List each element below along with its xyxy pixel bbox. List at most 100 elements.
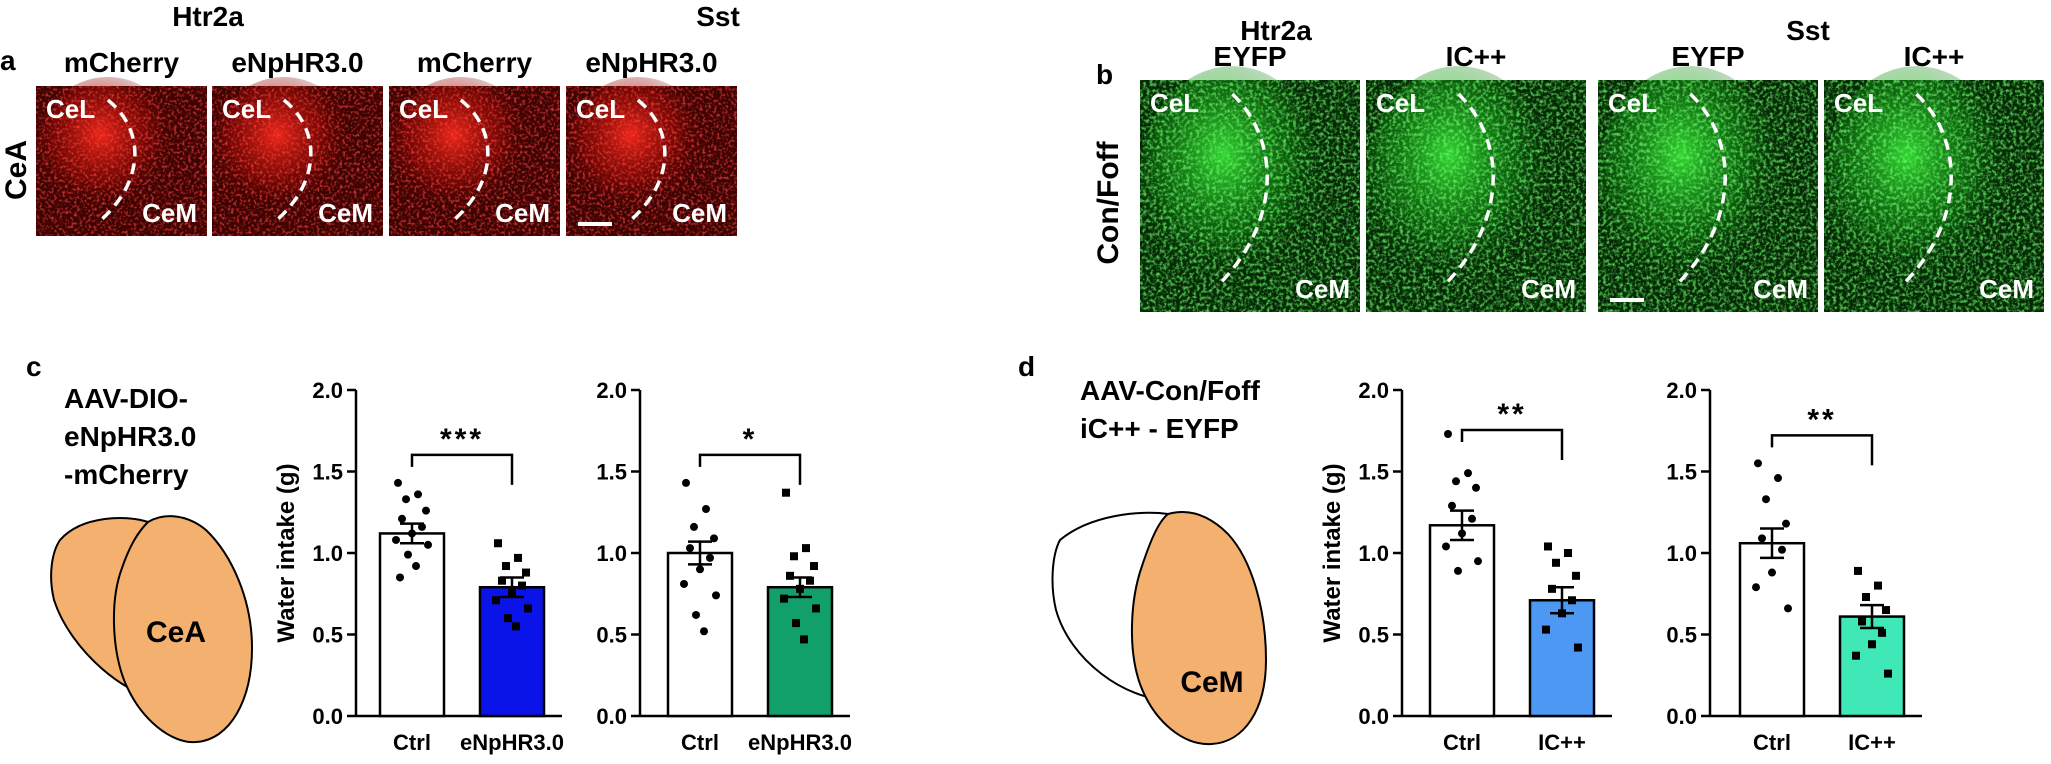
chart-2-point-1	[682, 478, 690, 487]
chart-4-bar-2	[1838, 615, 1906, 718]
chart-4-point-2	[1852, 651, 1860, 660]
panel-c-chart-htr2a: 0.0 0.5 1.0 1.5 2.0 Water intake (g) Ctrl eNpHR…	[273, 378, 564, 755]
panel-a-image-2-label-cem: CeM	[318, 198, 373, 228]
chart-2-bar-2	[766, 585, 834, 718]
panel-letter-a: a	[0, 45, 16, 76]
chart-1-category-label-2: eNpHR3.0	[460, 730, 564, 755]
panel-b-image-3-boundary-line	[1675, 92, 1727, 286]
chart-3-significance-bracket	[1460, 428, 1564, 460]
chart-2-point-1	[680, 579, 688, 588]
chart-1-point-1	[404, 550, 412, 559]
chart-2-point-2	[782, 488, 790, 497]
chart-1-point-2	[512, 622, 520, 631]
panel-c-chart-sst: 0.0 0.5 1.0 1.5 2.0 Ctrl eNpHR3.0 *	[596, 378, 852, 755]
panel-a-image-3-label-cem: CeM	[495, 198, 550, 228]
chart-4-point-1	[1758, 534, 1766, 543]
chart-1-y-tick-label: 1.5	[312, 460, 343, 485]
chart-1-bar-2	[478, 585, 546, 718]
chart-2-point-2	[780, 594, 788, 603]
chart-4-y-tick-label: 0.0	[1666, 704, 1697, 729]
chart-3-category-label-1: Ctrl	[1443, 730, 1481, 755]
chart-3-y-tick-label: 2.0	[1358, 378, 1389, 403]
chart-2-y-tick-label: 1.5	[596, 460, 627, 485]
chart-4-y-tick-label: 1.0	[1666, 541, 1697, 566]
chart-2-point-1	[690, 522, 698, 531]
chart-4-point-1	[1762, 495, 1770, 504]
panel-a-image-4-label-cel: CeL	[576, 94, 625, 124]
chart-4-point-1	[1774, 474, 1782, 483]
panel-b-image-3-scale-bar	[1610, 298, 1644, 302]
panel-a-row-label: CeA	[0, 140, 33, 200]
chart-4-point-2	[1862, 593, 1870, 602]
chart-1-point-2	[522, 568, 530, 577]
panel-b-image-4-column-label: IC++	[1904, 41, 1965, 72]
panel-a-image-1-column-label: mCherry	[64, 47, 180, 78]
chart-3-point-1	[1458, 529, 1466, 538]
chart-3-category-label-2: IC++	[1538, 730, 1586, 755]
chart-2-point-1	[686, 544, 694, 553]
chart-4-point-1	[1752, 583, 1760, 592]
chart-3-point-2	[1552, 558, 1560, 567]
chart-3-point-2	[1564, 549, 1572, 557]
panel-a-image-4-scale-bar	[578, 222, 612, 226]
panel-a-image-4-texture	[566, 86, 737, 236]
chart-1-point-2	[508, 588, 516, 597]
chart-1-significance-bracket	[410, 453, 514, 485]
chart-4-point-2	[1884, 669, 1892, 678]
chart-1-y-tick-label: 2.0	[312, 378, 343, 403]
panel-a-image-3-texture	[389, 86, 560, 236]
panel-a-image-2-label-cel: CeL	[222, 94, 271, 124]
chart-1-point-2	[494, 539, 502, 548]
chart-2-point-2	[802, 544, 810, 553]
chart-3-point-2	[1574, 643, 1582, 652]
panel-d-chart-htr2a: 0.0 0.5 1.0 1.5 2.0 Water intake (g) Ctrl IC++ *…	[1319, 378, 1612, 755]
chart-3-y-tick-label: 1.0	[1358, 541, 1389, 566]
panel-a-image-1-label-cel: CeL	[46, 94, 95, 124]
chart-1-point-1	[422, 506, 430, 515]
chart-2-point-2	[810, 562, 818, 571]
chart-3-point-1	[1472, 483, 1480, 492]
panel-b-group-label-htr2a: Htr2a	[1240, 15, 1312, 46]
chart-2-point-2	[792, 619, 800, 628]
chart-1-point-2	[504, 614, 512, 623]
chart-3-point-1	[1454, 566, 1462, 575]
chart-1-y-tick-label: 0.0	[312, 704, 343, 729]
chart-1-point-2	[518, 581, 526, 590]
panel-a-image-4-label-cem: CeM	[672, 198, 727, 228]
chart-4-category-label-2: IC++	[1848, 730, 1896, 755]
panel-b-image-1-texture	[1140, 80, 1360, 312]
panel-a-image-3-label-cel: CeL	[399, 94, 448, 124]
chart-3-bar-2	[1528, 599, 1596, 718]
chart-2-y-tick-label: 0.0	[596, 704, 627, 729]
panel-d-cem-schematic: CeM	[1051, 511, 1268, 746]
panel-b-image-3-texture	[1598, 80, 1818, 312]
chart-3-point-1	[1464, 469, 1472, 478]
chart-4-point-1	[1784, 604, 1792, 613]
chart-1-y-tick-label: 1.0	[312, 541, 343, 566]
panel-b-image-1-label-cel: CeL	[1150, 88, 1199, 118]
panel-c-region-label: CeA	[146, 616, 206, 649]
chart-1-category-label-1: Ctrl	[393, 730, 431, 755]
chart-4-significance-bracket	[1770, 434, 1874, 466]
chart-1-y-axis-label: Water intake (g)	[273, 463, 300, 642]
chart-3-y-tick-label: 1.5	[1358, 460, 1389, 485]
chart-4-point-1	[1782, 519, 1790, 528]
chart-2-bar-1	[666, 551, 734, 718]
chart-2-point-1	[702, 504, 710, 513]
chart-4-point-2	[1882, 606, 1890, 615]
panel-b-image-2-label-cem: CeM	[1521, 274, 1576, 304]
chart-3-point-2	[1544, 542, 1552, 551]
chart-2-point-1	[710, 534, 718, 543]
panel-letter-d: d	[1018, 351, 1035, 382]
chart-3-y-axis-label: Water intake (g)	[1319, 463, 1346, 642]
chart-4-point-1	[1778, 545, 1786, 554]
panel-a-image-1-label-cem: CeM	[142, 198, 197, 228]
chart-1-point-2	[492, 596, 500, 605]
panel-a-image-3-column-label: mCherry	[417, 47, 533, 78]
chart-3-point-2	[1548, 584, 1556, 593]
panel-b-image-4-texture	[1824, 80, 2044, 312]
chart-4-point-2	[1878, 628, 1886, 637]
chart-1-point-1	[396, 573, 404, 582]
chart-3-bar-1	[1428, 524, 1496, 718]
